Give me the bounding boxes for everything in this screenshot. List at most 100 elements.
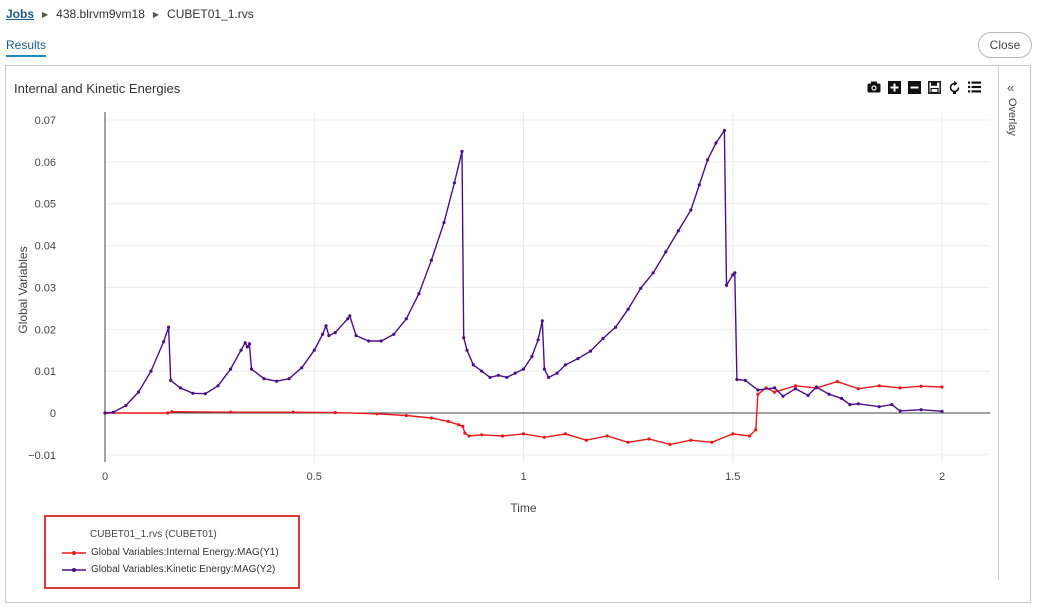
- data-point-kinetic-energy: [513, 371, 517, 375]
- data-point-kinetic-energy: [563, 363, 568, 367]
- zoom-in-icon[interactable]: [886, 79, 902, 95]
- tab-results[interactable]: Results: [6, 38, 47, 57]
- y-tick-label: 0.01: [35, 366, 56, 378]
- data-point-kinetic-energy: [324, 324, 328, 328]
- data-point-kinetic-energy: [191, 391, 195, 395]
- data-point-kinetic-energy: [555, 371, 559, 375]
- close-button[interactable]: Close: [978, 32, 1032, 58]
- breadcrumb-file: CUBET01_1.rvs: [167, 7, 254, 21]
- data-point-internal-energy: [170, 410, 174, 414]
- data-point-kinetic-energy: [614, 325, 618, 329]
- data-point-internal-energy: [461, 424, 465, 428]
- data-point-kinetic-energy: [162, 340, 166, 344]
- data-point-kinetic-energy: [346, 317, 350, 321]
- data-point-kinetic-energy: [651, 271, 655, 275]
- data-point-internal-energy: [756, 392, 760, 396]
- data-point-kinetic-energy: [245, 345, 249, 349]
- data-point-internal-energy: [457, 423, 461, 427]
- data-point-kinetic-energy: [505, 375, 509, 379]
- data-point-internal-energy: [463, 431, 467, 435]
- data-point-internal-energy: [166, 411, 170, 415]
- x-tick-label: 2: [939, 471, 945, 483]
- data-point-internal-energy: [689, 438, 693, 442]
- overlay-toggle[interactable]: Overlay: [1006, 98, 1018, 136]
- x-tick-label: 0.5: [307, 471, 322, 483]
- data-point-kinetic-energy: [496, 373, 500, 377]
- data-point-internal-energy: [856, 387, 860, 391]
- zoom-out-icon[interactable]: [906, 79, 922, 95]
- data-point-internal-energy: [467, 434, 471, 438]
- data-point-kinetic-energy: [773, 386, 777, 390]
- breadcrumb: Jobs ▶ 438.blrvm9vm18 ▶ CUBET01_1.rvs: [6, 7, 254, 21]
- data-point-internal-energy: [229, 410, 233, 414]
- chart-legend: CUBET01_1.rvs (CUBET01) Global Variables…: [44, 515, 300, 589]
- data-point-kinetic-energy: [203, 392, 207, 396]
- data-point-kinetic-energy: [601, 336, 605, 341]
- chart-toolbar: [866, 79, 982, 95]
- data-point-kinetic-energy: [919, 408, 923, 412]
- legend-item-kinetic[interactable]: Global Variables:Kinetic Energy:MAG(Y2): [62, 564, 275, 575]
- data-point-kinetic-energy: [262, 377, 266, 381]
- y-tick-label: 0.06: [35, 157, 56, 169]
- legend-label-kinetic: Global Variables:Kinetic Energy:MAG(Y2): [91, 564, 276, 575]
- data-point-internal-energy: [584, 438, 588, 442]
- y-tick-label: 0.07: [35, 115, 56, 127]
- data-point-kinetic-energy: [462, 336, 466, 340]
- data-point-kinetic-energy: [465, 348, 469, 352]
- data-point-kinetic-energy: [327, 334, 331, 338]
- y-tick-label: −0.01: [28, 450, 56, 462]
- data-point-internal-energy: [668, 442, 672, 446]
- data-point-kinetic-energy: [639, 286, 643, 290]
- list-icon[interactable]: [966, 79, 982, 95]
- data-point-internal-energy: [793, 384, 798, 388]
- data-point-kinetic-energy: [312, 348, 316, 352]
- data-point-internal-energy: [898, 386, 902, 390]
- series-line-internal-energy: [105, 380, 943, 446]
- y-tick-label: 0.03: [35, 282, 56, 294]
- data-point-kinetic-energy: [733, 271, 737, 275]
- data-point-internal-energy: [501, 434, 505, 438]
- data-point-kinetic-energy: [249, 367, 254, 371]
- data-point-kinetic-energy: [169, 378, 173, 382]
- data-point-kinetic-energy: [940, 409, 944, 413]
- data-point-kinetic-energy: [247, 342, 251, 346]
- data-point-kinetic-energy: [898, 409, 902, 413]
- data-point-kinetic-energy: [735, 377, 739, 382]
- chevron-right-icon: ▶: [42, 9, 49, 19]
- data-point-internal-energy: [647, 437, 651, 441]
- data-point-kinetic-energy: [756, 388, 760, 392]
- data-point-kinetic-energy: [379, 339, 383, 343]
- data-point-kinetic-energy: [287, 377, 291, 381]
- breadcrumb-jobs-link[interactable]: Jobs: [6, 7, 35, 21]
- camera-icon[interactable]: [866, 79, 882, 95]
- data-point-kinetic-energy: [521, 367, 526, 371]
- reset-icon[interactable]: [946, 79, 962, 95]
- data-point-internal-energy: [747, 434, 752, 438]
- save-icon[interactable]: [926, 79, 942, 95]
- breadcrumb-job[interactable]: 438.blrvm9vm18: [56, 7, 145, 21]
- data-point-kinetic-energy: [460, 149, 464, 153]
- data-point-kinetic-energy: [676, 229, 680, 233]
- legend-label-internal: Global Variables:Internal Energy:MAG(Y1): [91, 547, 279, 558]
- data-point-internal-energy: [605, 434, 609, 438]
- data-point-kinetic-energy: [848, 403, 852, 407]
- legend-title: CUBET01_1.rvs (CUBET01): [90, 529, 217, 540]
- x-tick-label: 1: [520, 471, 526, 483]
- data-point-kinetic-energy: [731, 273, 735, 277]
- data-point-kinetic-energy: [392, 332, 396, 336]
- data-point-kinetic-energy: [124, 403, 128, 408]
- data-point-kinetic-energy: [781, 394, 785, 398]
- data-point-kinetic-energy: [540, 319, 544, 323]
- data-point-kinetic-energy: [300, 366, 304, 370]
- data-point-internal-energy: [375, 412, 379, 416]
- legend-item-internal[interactable]: Global Variables:Internal Energy:MAG(Y1): [62, 547, 279, 558]
- y-tick-label: 0: [50, 408, 56, 420]
- data-point-kinetic-energy: [136, 390, 141, 394]
- data-point-kinetic-energy: [488, 375, 492, 379]
- chevron-double-left-icon[interactable]: «: [1007, 80, 1015, 95]
- data-point-internal-energy: [480, 433, 484, 437]
- data-point-kinetic-energy: [890, 403, 894, 407]
- data-point-internal-energy: [333, 411, 337, 415]
- legend-swatch-kinetic: [62, 567, 86, 572]
